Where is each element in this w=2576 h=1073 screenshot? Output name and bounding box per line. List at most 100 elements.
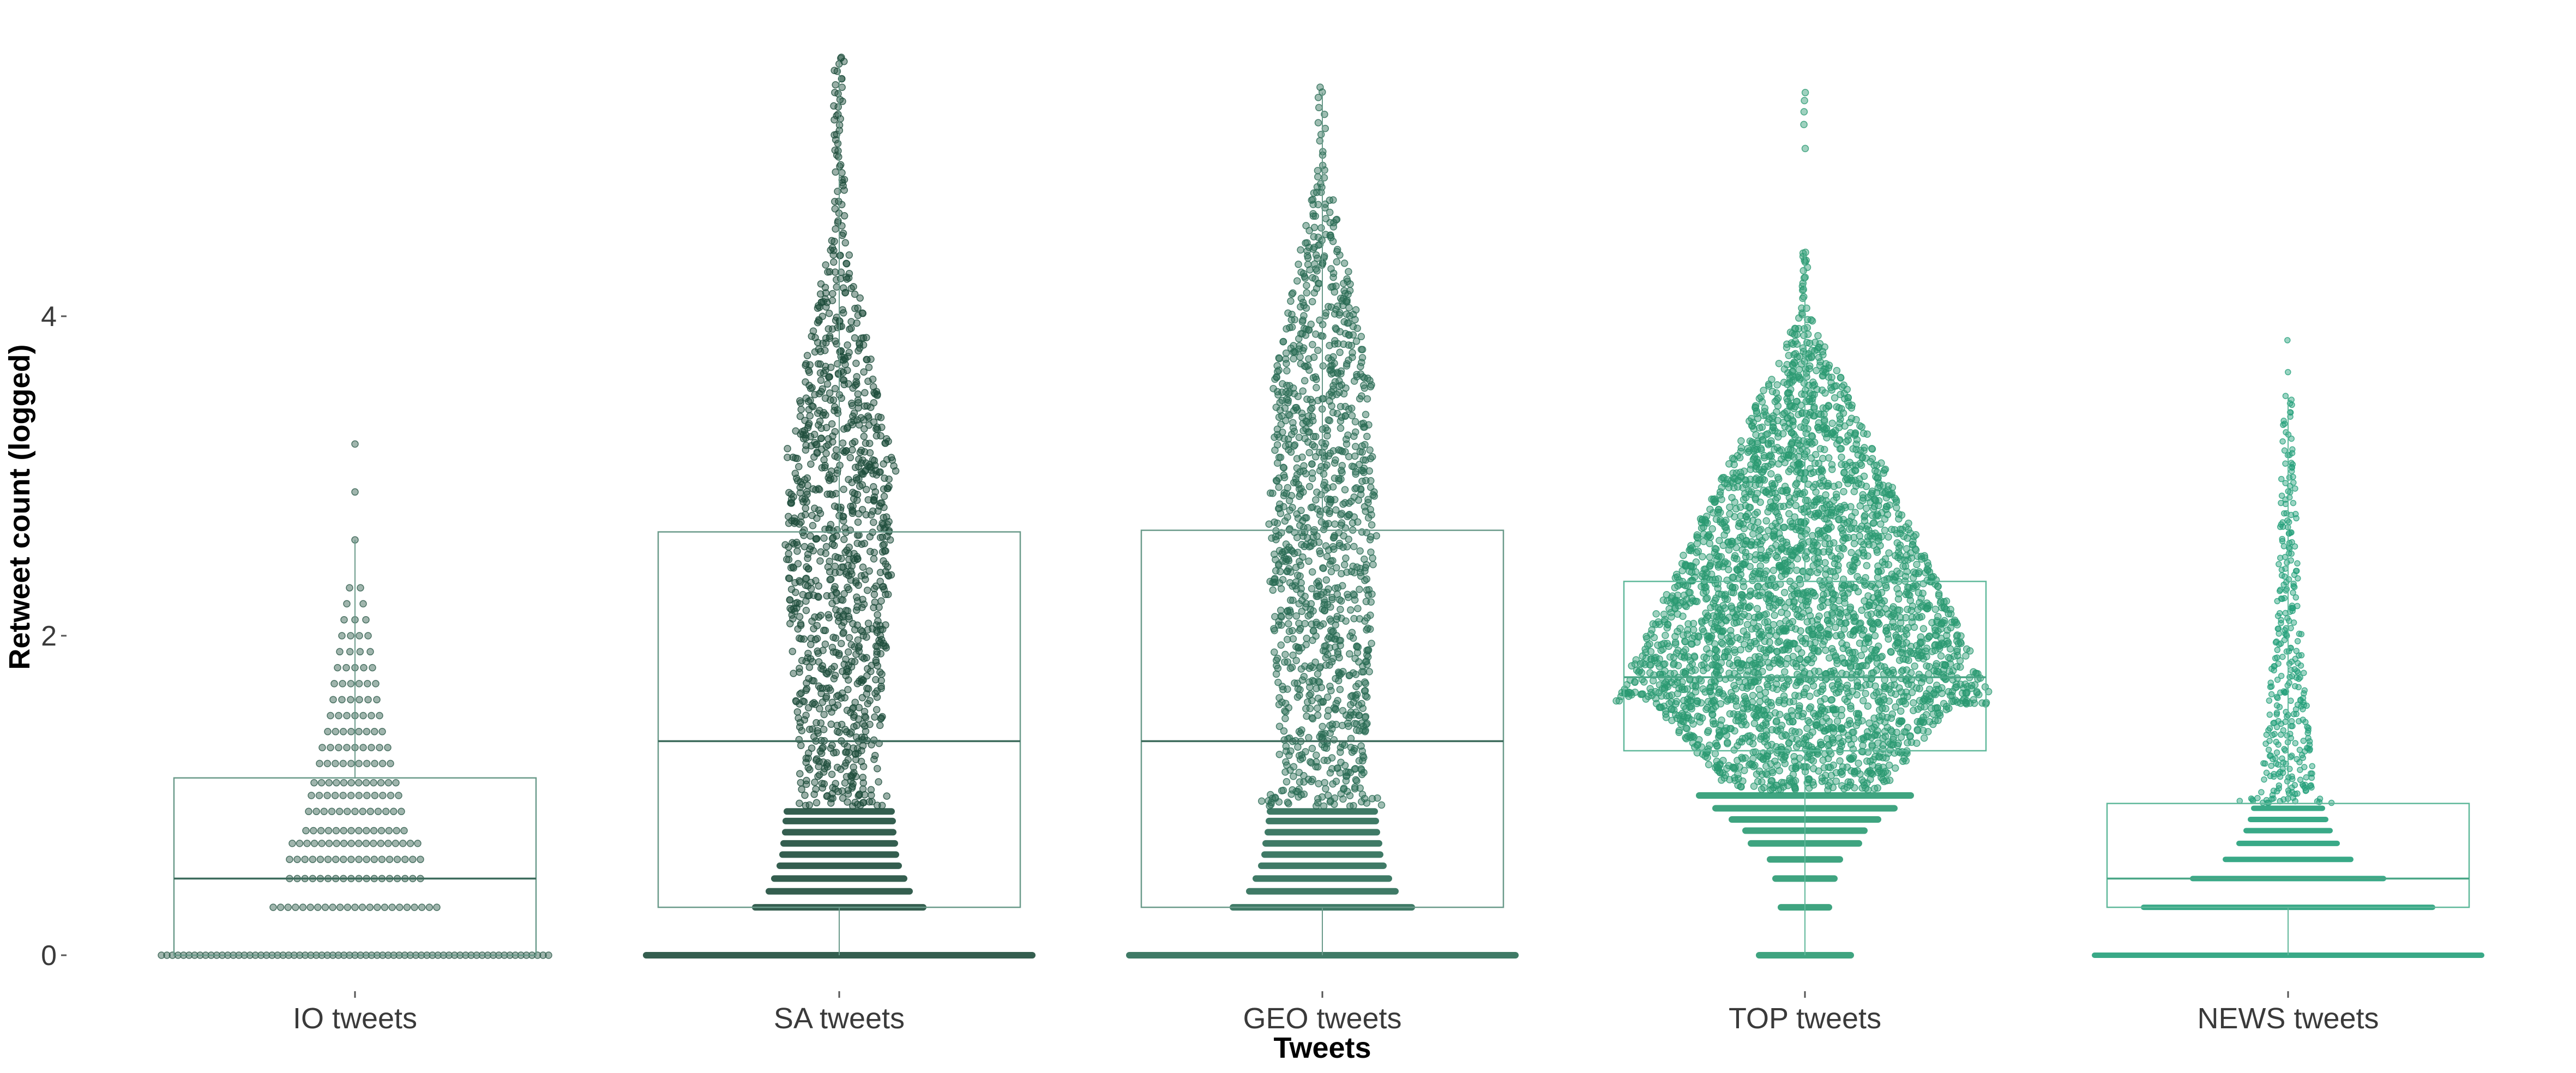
data-point xyxy=(1771,611,1778,619)
data-point xyxy=(1678,685,1686,694)
data-point xyxy=(858,628,866,635)
data-point xyxy=(1309,627,1317,635)
data-point xyxy=(1874,512,1882,520)
data-point xyxy=(845,543,853,551)
data-point xyxy=(814,729,822,737)
data-point xyxy=(1882,605,1889,613)
swarm-3 xyxy=(1126,83,1519,959)
data-point xyxy=(860,368,868,376)
data-point xyxy=(832,490,840,497)
data-point xyxy=(848,773,856,781)
data-point xyxy=(1303,712,1310,720)
data-point xyxy=(1924,562,1932,570)
data-point xyxy=(807,442,815,450)
data-point xyxy=(1910,699,1917,707)
data-point xyxy=(1323,601,1332,608)
data-point xyxy=(828,600,836,607)
data-point xyxy=(839,596,847,604)
data-point xyxy=(1377,801,1386,809)
data-point xyxy=(1337,475,1345,483)
data-point xyxy=(850,283,857,291)
data-point xyxy=(1853,678,1861,686)
data-point xyxy=(1274,654,1281,662)
data-point xyxy=(1775,710,1784,719)
data-point xyxy=(1689,597,1697,605)
data-point xyxy=(858,309,866,317)
data-point xyxy=(1697,699,1705,707)
data-point xyxy=(790,670,797,677)
data-point xyxy=(323,759,332,768)
data-point xyxy=(355,855,363,863)
data-point xyxy=(1271,550,1278,558)
data-point xyxy=(796,397,804,405)
data-point xyxy=(1362,720,1370,728)
data-point xyxy=(805,664,814,671)
data-point xyxy=(878,801,886,810)
data-point xyxy=(1361,555,1368,563)
data-point xyxy=(1947,606,1954,613)
data-point xyxy=(1786,548,1793,556)
data-point xyxy=(1725,670,1733,677)
data-point xyxy=(849,780,857,788)
data-point xyxy=(854,644,863,652)
data-point xyxy=(857,675,865,683)
data-point xyxy=(1692,683,1700,691)
data-point xyxy=(1352,776,1360,784)
data-point xyxy=(845,634,853,642)
data-point xyxy=(872,676,880,684)
data-point xyxy=(344,807,351,816)
data-point xyxy=(856,791,863,799)
data-point xyxy=(830,502,839,510)
data-point xyxy=(834,103,842,111)
data-point xyxy=(844,790,852,798)
data-point xyxy=(1706,505,1714,513)
data-point xyxy=(864,377,872,385)
data-point xyxy=(1925,568,1934,576)
data-point xyxy=(1708,525,1716,533)
data-point xyxy=(1847,548,1855,557)
data-point xyxy=(1308,568,1316,576)
data-point xyxy=(1777,534,1785,542)
data-point xyxy=(1815,612,1823,620)
data-point xyxy=(1333,258,1341,266)
data-point xyxy=(1718,716,1725,724)
data-point xyxy=(874,611,881,619)
data-point xyxy=(1717,619,1725,628)
data-point xyxy=(332,827,340,835)
data-point xyxy=(1323,712,1332,720)
data-point xyxy=(321,903,329,911)
data-point xyxy=(816,486,823,493)
data-point xyxy=(1924,728,1932,736)
data-point xyxy=(1702,513,1711,520)
data-point xyxy=(1870,519,1878,527)
data-point xyxy=(1747,541,1755,550)
data-point xyxy=(1917,633,1925,641)
data-point xyxy=(1743,684,1751,692)
data-point xyxy=(789,563,797,571)
data-point xyxy=(1916,720,1924,728)
data-point xyxy=(880,492,888,501)
data-point xyxy=(1654,641,1662,649)
data-point xyxy=(1321,642,1328,650)
data-point xyxy=(418,903,426,911)
data-point xyxy=(881,474,888,482)
data-point xyxy=(1329,196,1337,204)
data-point xyxy=(861,389,869,397)
data-point xyxy=(1722,516,1730,525)
data-point xyxy=(796,577,803,584)
data-point xyxy=(848,439,857,448)
data-point xyxy=(1301,435,1309,443)
data-point xyxy=(1724,738,1731,746)
data-point xyxy=(851,290,859,298)
data-point xyxy=(859,341,868,349)
data-point xyxy=(1289,596,1297,604)
data-point xyxy=(1833,656,1841,664)
data-point xyxy=(1302,641,1310,649)
data-point xyxy=(1358,791,1367,798)
data-point xyxy=(1704,748,1712,756)
data-point xyxy=(1829,706,1837,714)
data-point xyxy=(1785,619,1793,628)
data-point xyxy=(830,585,838,593)
data-point xyxy=(853,539,862,547)
data-point xyxy=(832,81,839,89)
